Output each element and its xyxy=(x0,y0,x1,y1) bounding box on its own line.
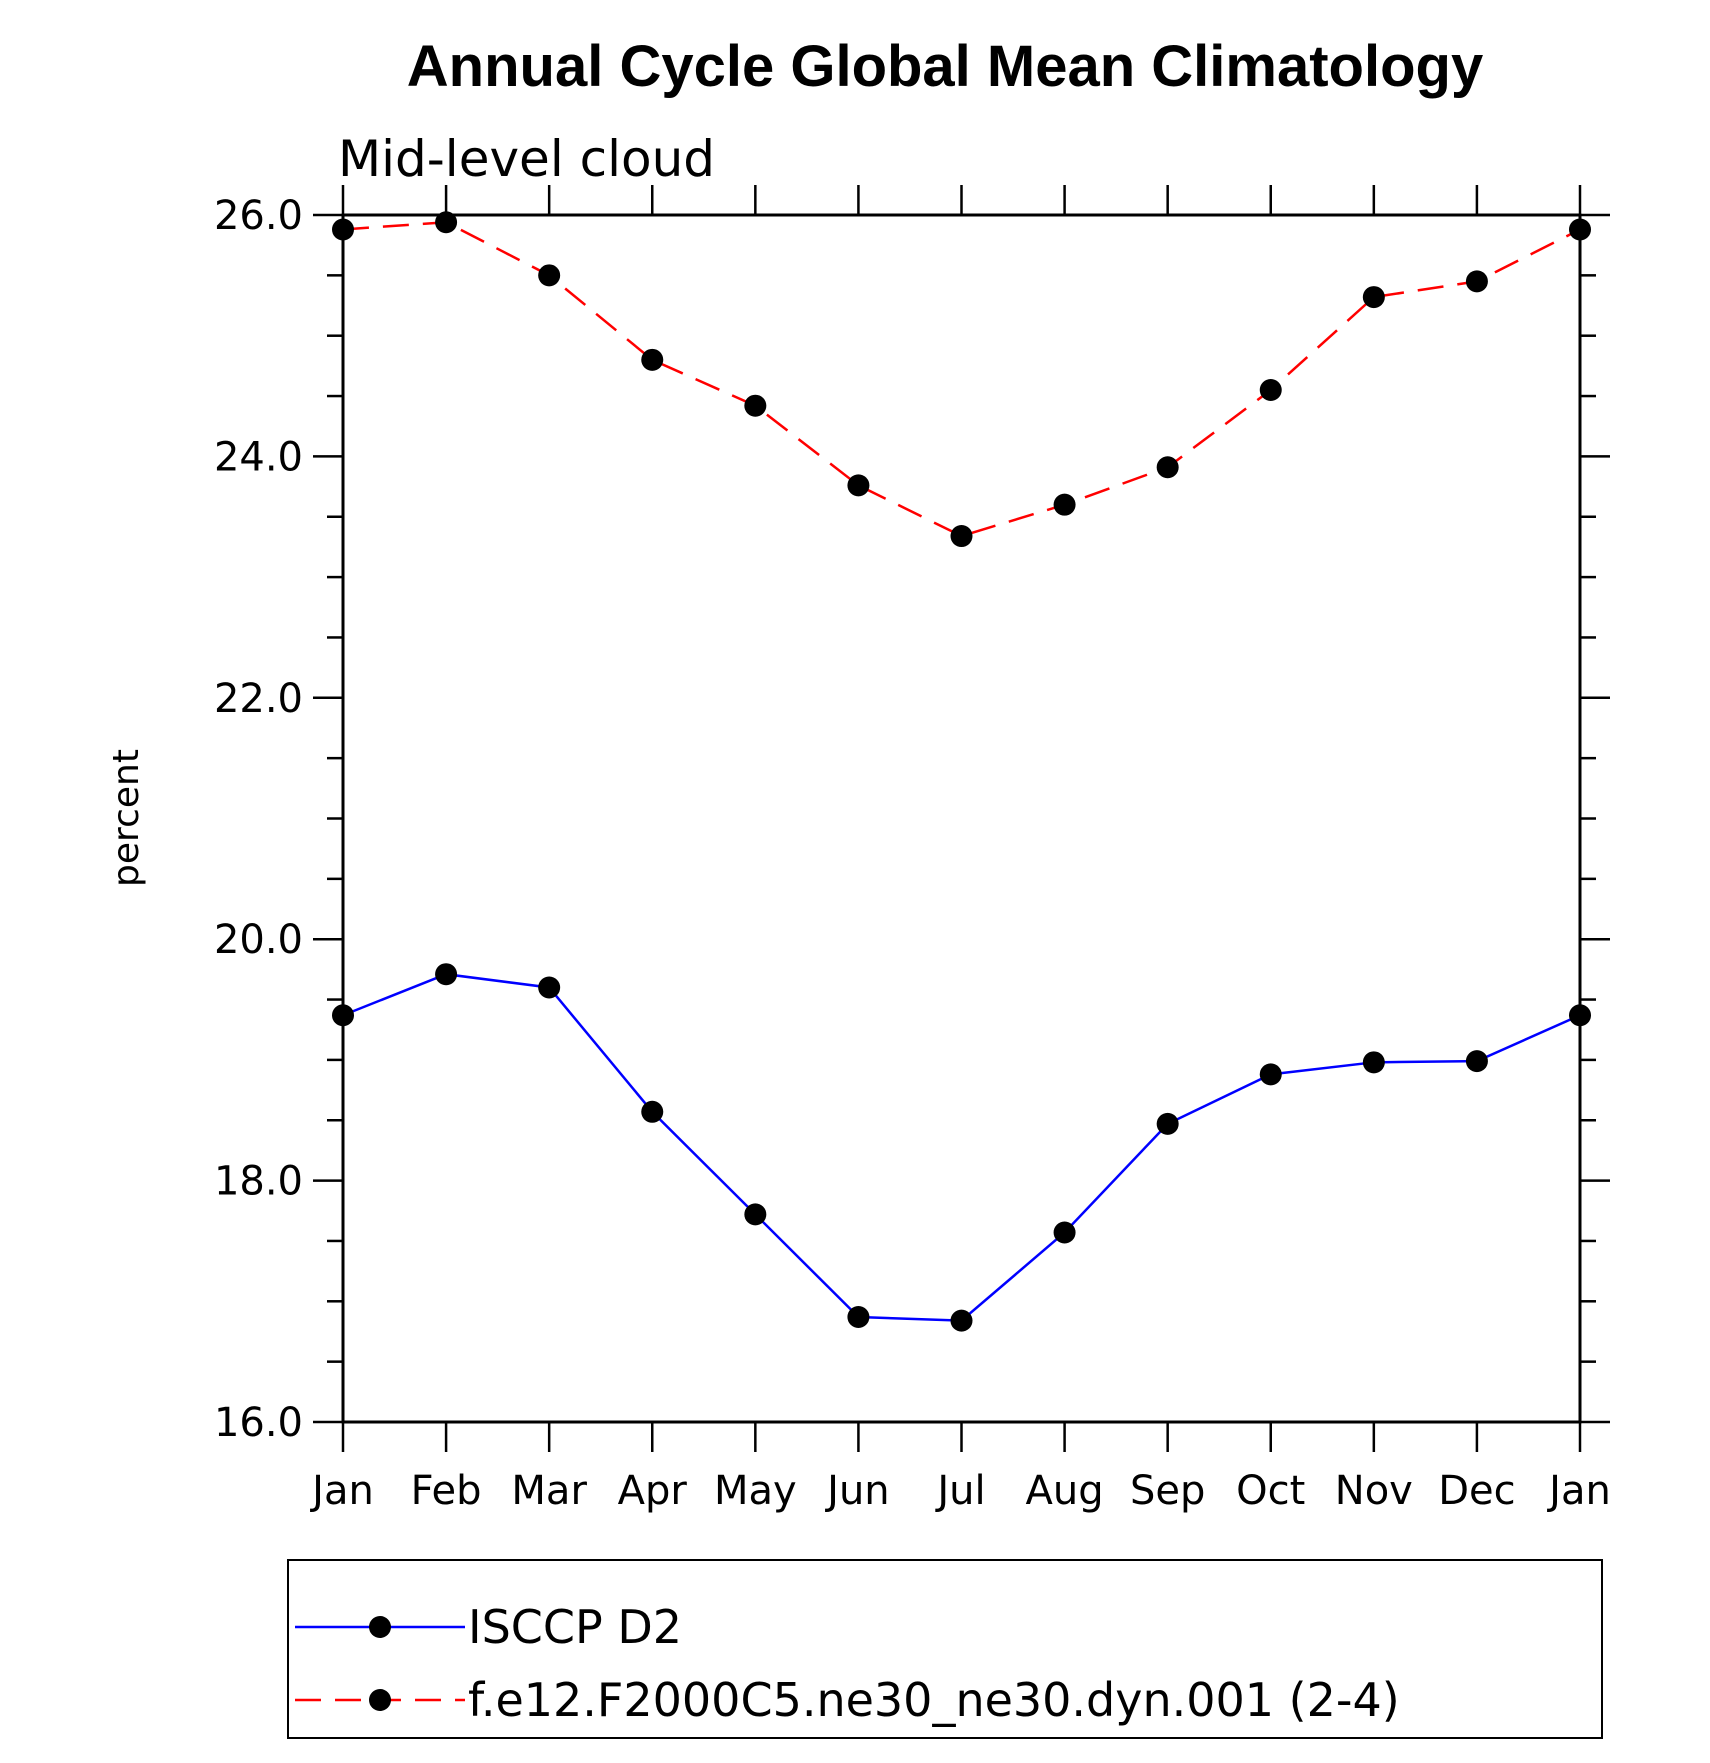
data-point xyxy=(1053,493,1076,516)
data-point xyxy=(1362,286,1385,309)
series-layer xyxy=(332,211,1591,1332)
data-point xyxy=(1156,1112,1179,1135)
data-point xyxy=(847,1305,870,1328)
x-tick-label: Jan xyxy=(1546,1468,1611,1514)
data-point xyxy=(1465,270,1488,293)
data-point xyxy=(332,1004,354,1027)
legend-marker xyxy=(369,1689,391,1711)
data-point xyxy=(641,1100,664,1123)
data-point xyxy=(435,211,458,234)
legend-label: f.e12.F2000C5.ne30_ne30.dyn.001 (2-4) xyxy=(468,1673,1400,1727)
x-tick-label: Feb xyxy=(411,1468,482,1514)
y-tick-label: 16.0 xyxy=(214,1400,303,1446)
data-point xyxy=(1569,1004,1591,1027)
series-line xyxy=(342,972,1581,1322)
x-tick-label: May xyxy=(714,1468,797,1514)
y-tick-label: 20.0 xyxy=(214,917,303,963)
data-point xyxy=(950,1309,973,1332)
y-tick-label: 24.0 xyxy=(214,434,303,480)
x-tick-label: Oct xyxy=(1236,1468,1305,1514)
series-0 xyxy=(332,963,1591,1332)
x-tick-label: Nov xyxy=(1335,1468,1413,1514)
data-point xyxy=(332,218,354,241)
data-point xyxy=(950,525,973,548)
y-axis-ticks: 16.0 18.0 20.0 22.0 24.0 26.0 xyxy=(214,193,1610,1446)
x-tick-label: Apr xyxy=(618,1468,688,1514)
x-tick-label: Sep xyxy=(1130,1468,1205,1514)
data-point xyxy=(847,474,870,497)
y-tick-label: 18.0 xyxy=(214,1159,303,1205)
data-point xyxy=(1053,1221,1076,1244)
data-point xyxy=(641,348,664,371)
data-point xyxy=(435,963,458,986)
plot-frame xyxy=(341,213,1582,1424)
x-tick-label: Aug xyxy=(1026,1468,1104,1514)
data-point xyxy=(744,394,767,417)
x-tick-label: Mar xyxy=(511,1468,587,1514)
legend-label: ISCCP D2 xyxy=(468,1600,682,1654)
data-point xyxy=(538,976,561,999)
y-tick-label: 22.0 xyxy=(214,676,303,722)
x-tick-label: Dec xyxy=(1438,1468,1515,1514)
legend-box xyxy=(287,1559,1603,1739)
legend-marker xyxy=(369,1616,391,1638)
x-axis-ticks: Jan Feb Mar Apr May Jun Jul Aug Sep Oct Nov Dec Jan xyxy=(309,185,1611,1514)
x-tick-label: Jul xyxy=(934,1468,985,1514)
x-tick-label: Jun xyxy=(824,1468,890,1514)
data-point xyxy=(538,264,561,287)
y-axis-label: percent xyxy=(106,749,147,887)
chart-title: Annual Cycle Global Mean Climatology xyxy=(407,34,1483,99)
series-line xyxy=(342,220,1581,538)
series-1 xyxy=(332,211,1591,548)
chart-subtitle: Mid-level cloud xyxy=(338,130,715,188)
data-point xyxy=(744,1203,767,1226)
x-tick-label: Jan xyxy=(309,1468,374,1514)
plot-axes xyxy=(341,213,1582,1424)
data-point xyxy=(1156,456,1179,479)
legend: ISCCP D2 f.e12.F2000C5.ne30_ne30.dyn.001 … xyxy=(287,1559,1603,1739)
data-point xyxy=(1465,1050,1488,1073)
data-point xyxy=(1259,1063,1282,1086)
data-point xyxy=(1569,218,1591,241)
data-point xyxy=(1259,379,1282,402)
y-tick-label: 26.0 xyxy=(214,193,303,239)
data-point xyxy=(1362,1051,1385,1074)
